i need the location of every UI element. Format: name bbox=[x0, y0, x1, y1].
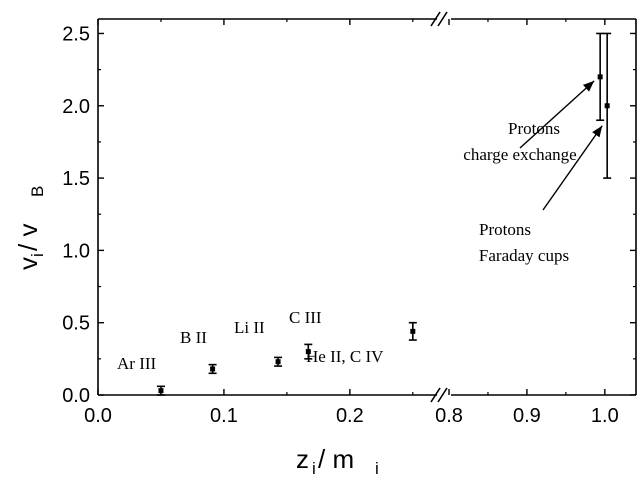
y-axis-label-sep: / v bbox=[13, 224, 43, 251]
annotation-protons-2: Protons bbox=[479, 220, 531, 239]
x-tick-label: 0.2 bbox=[336, 405, 364, 427]
point-marker bbox=[158, 388, 164, 394]
x-axis-label: z i / m i bbox=[296, 444, 379, 477]
y-tick-label: 0.5 bbox=[62, 313, 90, 335]
y-tick-label: 1.0 bbox=[62, 240, 90, 262]
data-point-3 bbox=[304, 343, 313, 360]
point-marker bbox=[305, 349, 311, 355]
annotation-charge-exchange: charge exchange bbox=[463, 145, 576, 164]
arrow-faraday-cups bbox=[542, 125, 603, 211]
x-tick-label: 0.0 bbox=[84, 405, 112, 427]
annotation-faraday-cups: Faraday cups bbox=[479, 246, 569, 265]
point-marker bbox=[275, 359, 281, 365]
arrow-shaft bbox=[542, 125, 603, 211]
data-point-0 bbox=[156, 385, 165, 396]
data-points bbox=[156, 32, 612, 396]
data-point-5 bbox=[596, 32, 605, 122]
y-tick-label: 2.5 bbox=[62, 23, 90, 45]
x-tick-label: 0.8 bbox=[435, 405, 463, 427]
y-tick-label: 0.0 bbox=[62, 385, 90, 407]
y-axis-label-sub2: B bbox=[28, 186, 47, 197]
point-marker bbox=[597, 74, 603, 80]
arrow-head bbox=[592, 125, 603, 138]
x-axis-label-sep: / m bbox=[318, 444, 354, 474]
x-axis-label-main: z bbox=[296, 444, 309, 474]
x-axis-label-sub: i bbox=[312, 459, 316, 477]
data-point-2 bbox=[274, 356, 283, 367]
annotation-c-iii: C III bbox=[289, 308, 322, 327]
y-axis-label: v i / v B bbox=[13, 186, 47, 270]
axis-break-mark-b-1 bbox=[437, 387, 448, 403]
axis-break-mark-a-1 bbox=[430, 387, 441, 403]
annotation-arrows bbox=[519, 80, 603, 211]
point-marker bbox=[210, 366, 216, 372]
point-marker bbox=[410, 328, 416, 334]
y-axis-label-sub: i bbox=[28, 253, 47, 257]
plot-frame bbox=[97, 11, 637, 403]
x-tick-label: 1.0 bbox=[591, 405, 619, 427]
axis-break-mark-b-0 bbox=[437, 11, 448, 27]
x-tick-label: 0.9 bbox=[513, 405, 541, 427]
data-point-1 bbox=[208, 363, 217, 375]
arrow-shaft bbox=[519, 80, 595, 149]
annotation-he-ii-c-iv: He II, C IV bbox=[306, 347, 384, 366]
point-marker bbox=[604, 103, 610, 109]
data-point-4 bbox=[408, 321, 417, 341]
x-axis-label-sub2: i bbox=[375, 459, 379, 477]
y-axis-label-main: v bbox=[13, 257, 43, 270]
axis-ticks: 0.0 0.5 1.0 1.5 2.0 2.5 0.0 0.1 0.2 0.8 0.9 1.0 bbox=[62, 19, 636, 427]
arrow-charge-exchange bbox=[519, 80, 595, 149]
annotation-protons-1: Protons bbox=[508, 119, 560, 138]
y-tick-label: 2.0 bbox=[62, 96, 90, 118]
annotation-ar-iii: Ar III bbox=[117, 354, 157, 373]
x-tick-label: 0.1 bbox=[210, 405, 238, 427]
y-tick-label: 1.5 bbox=[62, 168, 90, 190]
annotation-b-ii: B II bbox=[180, 328, 207, 347]
arrow-head bbox=[582, 80, 595, 92]
axis-break-mark-a-0 bbox=[430, 11, 441, 27]
annotation-li-ii: Li II bbox=[234, 318, 265, 337]
data-point-6 bbox=[603, 32, 612, 179]
